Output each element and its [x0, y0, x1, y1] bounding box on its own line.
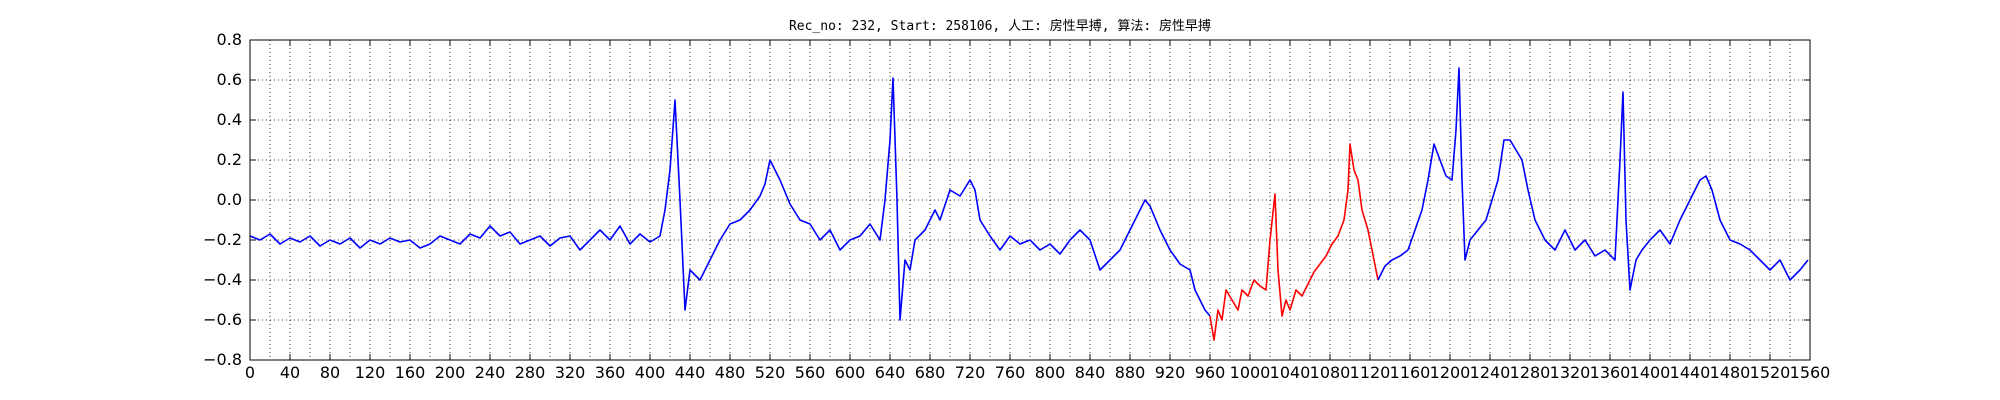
x-tick-label: 0 — [245, 363, 255, 382]
x-tick-label: 1280 — [1510, 363, 1551, 382]
y-tick-label: −0.2 — [203, 230, 242, 249]
axis-ticks: −0.8 −0.6 −0.4 −0.2 0.0 0.2 0.4 0.6 0.8 0 40 80 120 1… — [203, 30, 1830, 382]
x-tick-label: 160 — [395, 363, 426, 382]
x-tick-label: 560 — [795, 363, 826, 382]
x-tick-label: 400 — [635, 363, 666, 382]
x-tick-label: 520 — [755, 363, 786, 382]
x-tick-label: 1360 — [1590, 363, 1631, 382]
x-tick-label: 40 — [280, 363, 300, 382]
x-tick-label: 1160 — [1390, 363, 1431, 382]
x-tick-label: 440 — [675, 363, 706, 382]
x-tick-label: 1400 — [1630, 363, 1671, 382]
grid-lines — [249, 39, 1811, 361]
y-tick-label: −0.8 — [203, 350, 242, 369]
x-tick-label: 120 — [355, 363, 386, 382]
x-tick-label: 880 — [1115, 363, 1146, 382]
y-tick-label: 0.6 — [217, 70, 242, 89]
series-line-0 — [249, 77, 1211, 321]
y-tick-label: 0.2 — [217, 150, 242, 169]
x-tick-label: 760 — [995, 363, 1026, 382]
x-tick-label: 1120 — [1350, 363, 1391, 382]
y-tick-label: 0.8 — [217, 30, 242, 49]
series-line-2 — [1377, 67, 1809, 291]
x-tick-label: 1440 — [1670, 363, 1711, 382]
x-tick-label: 1040 — [1270, 363, 1311, 382]
x-tick-label: 1560 — [1790, 363, 1831, 382]
x-tick-label: 1320 — [1550, 363, 1591, 382]
x-tick-label: 1000 — [1230, 363, 1271, 382]
x-tick-label: 600 — [835, 363, 866, 382]
x-tick-label: 1080 — [1310, 363, 1351, 382]
x-tick-label: 200 — [435, 363, 466, 382]
x-tick-label: 800 — [1035, 363, 1066, 382]
x-tick-label: 840 — [1075, 363, 1106, 382]
plot-area — [249, 67, 1809, 341]
chart-title: Rec_no: 232, Start: 258106, 人工: 房性早搏, 算法… — [789, 18, 1211, 34]
x-tick-label: 960 — [1195, 363, 1226, 382]
x-tick-label: 80 — [320, 363, 340, 382]
x-tick-label: 240 — [475, 363, 506, 382]
x-tick-label: 360 — [595, 363, 626, 382]
y-tick-label: 0.0 — [217, 190, 242, 209]
series-line-1 — [1209, 143, 1379, 341]
x-tick-label: 1520 — [1750, 363, 1791, 382]
x-tick-label: 920 — [1155, 363, 1186, 382]
x-tick-label: 720 — [955, 363, 986, 382]
y-tick-label: 0.4 — [217, 110, 242, 129]
y-tick-label: −0.4 — [203, 270, 242, 289]
x-tick-label: 680 — [915, 363, 946, 382]
x-tick-label: 320 — [555, 363, 586, 382]
x-tick-label: 1240 — [1470, 363, 1511, 382]
x-tick-label: 1480 — [1710, 363, 1751, 382]
x-tick-label: 640 — [875, 363, 906, 382]
x-tick-label: 1200 — [1430, 363, 1471, 382]
x-tick-label: 480 — [715, 363, 746, 382]
y-tick-label: −0.6 — [203, 310, 242, 329]
x-tick-label: 280 — [515, 363, 546, 382]
